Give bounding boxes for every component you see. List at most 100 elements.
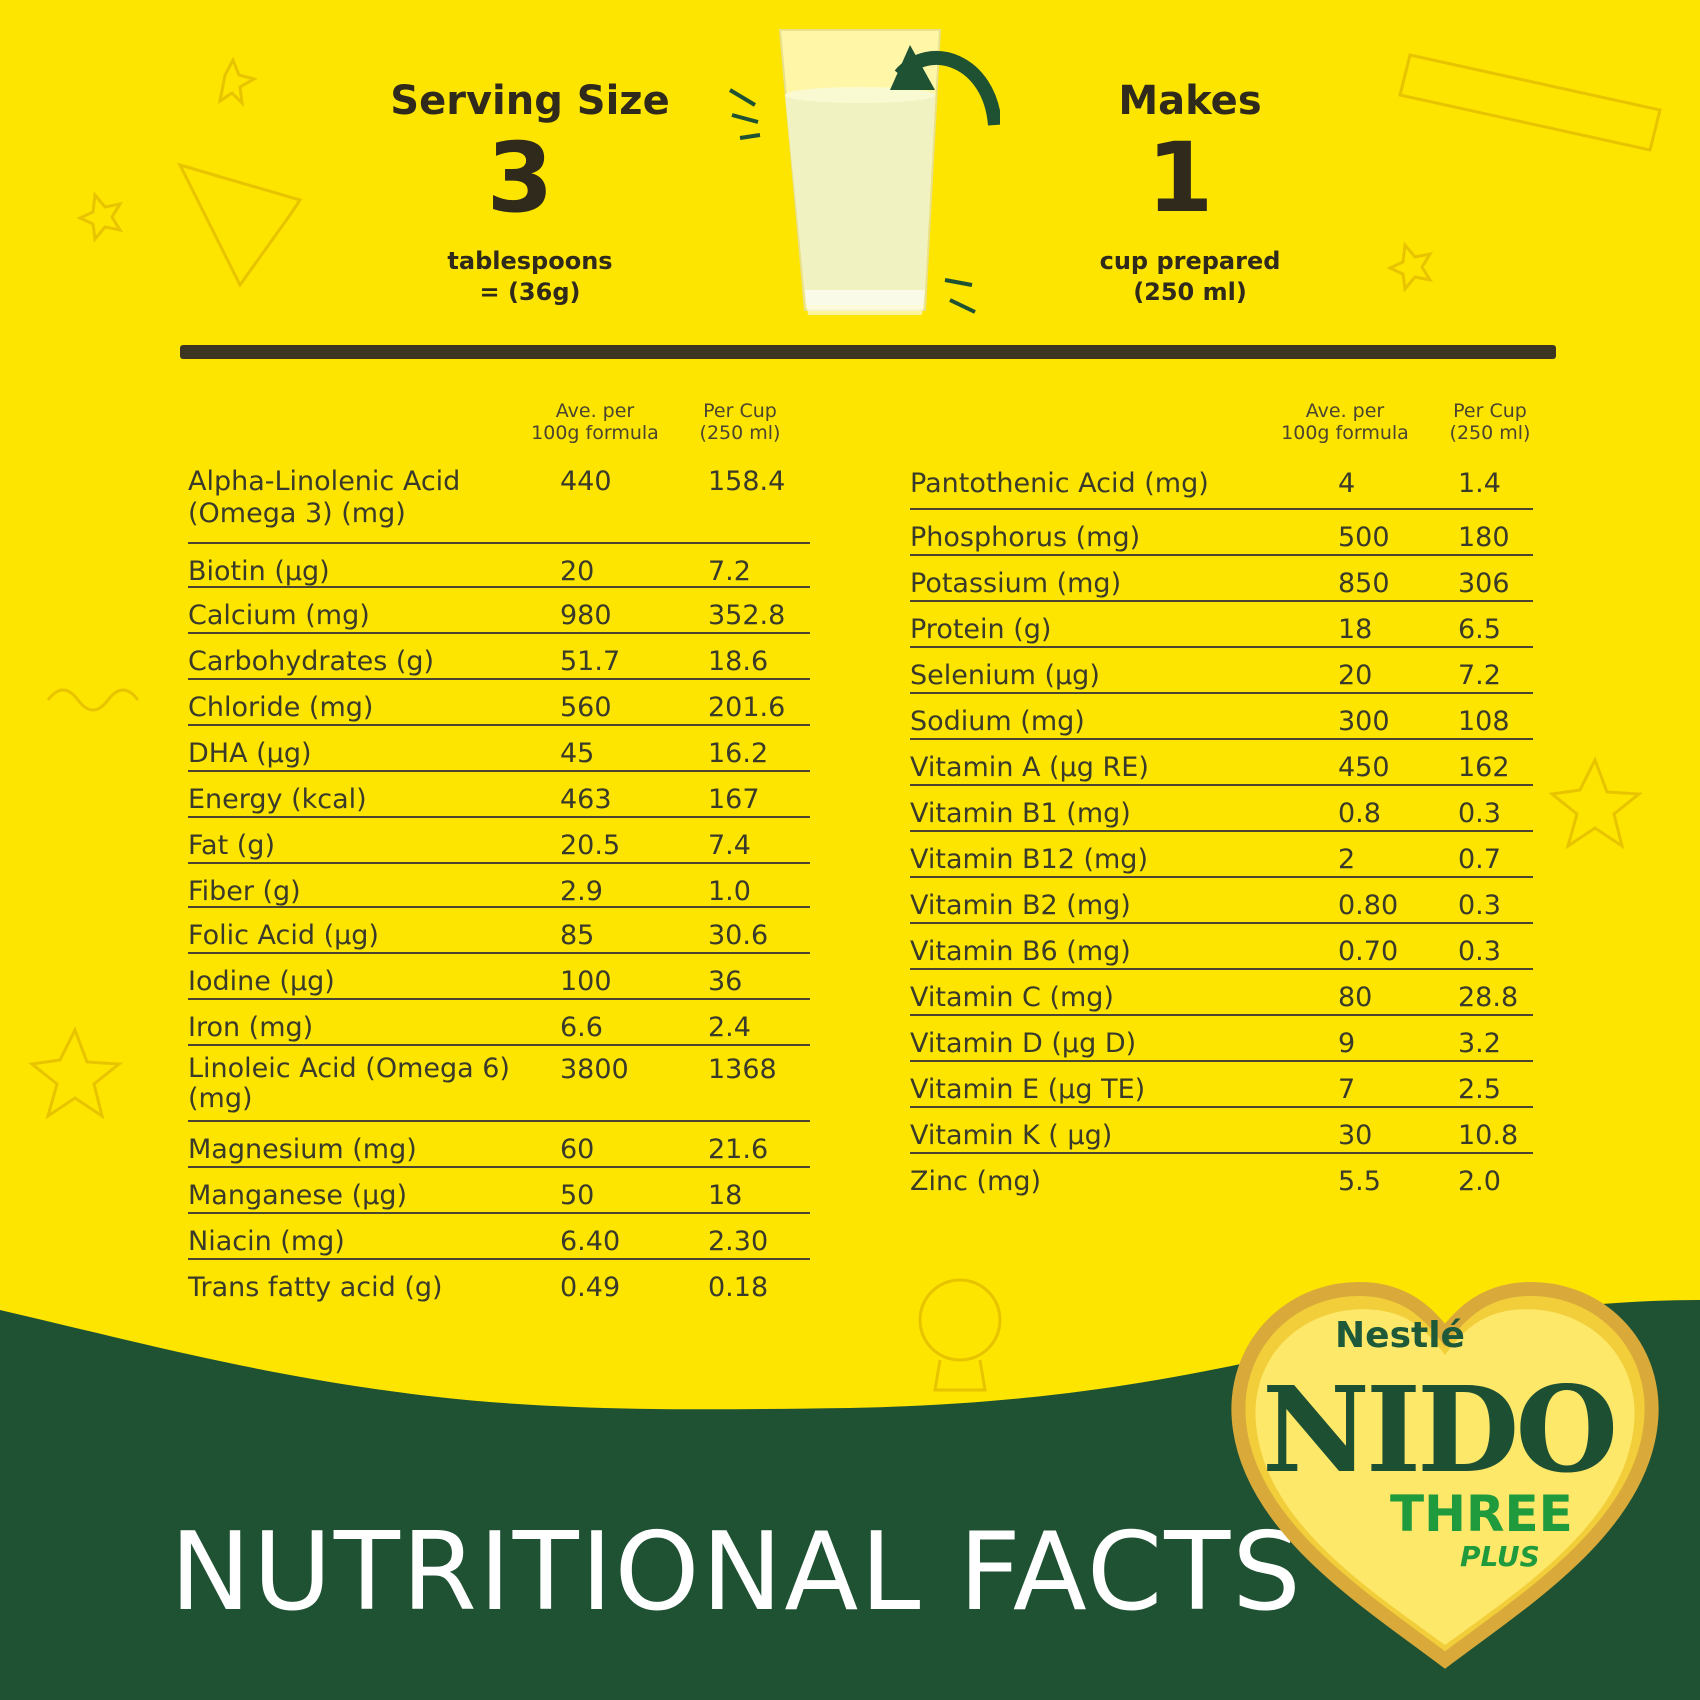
per100-value: 500 [1338, 522, 1390, 553]
table-row: DHA (µg) 45 16.2 [188, 726, 810, 772]
percup-value: 0.3 [1458, 936, 1501, 967]
per100-value: 5.5 [1338, 1166, 1381, 1197]
percup-value: 2.4 [708, 1012, 751, 1043]
percup-value: 18 [708, 1180, 743, 1211]
milk-glass-illustration [728, 29, 1000, 315]
percup-value: 180 [1458, 522, 1510, 553]
percup-value: 108 [1458, 706, 1510, 737]
star-doodle-2 [76, 191, 124, 243]
three-wordmark: THREE [1390, 1485, 1573, 1543]
nutrient-name: Iron (mg) [188, 1012, 314, 1043]
table-row: Biotin (µg) 20 7.2 [188, 544, 810, 588]
bulb-doodle [918, 1278, 1002, 1362]
col-head-line: 100g formula [1281, 422, 1409, 444]
per100-value: 30 [1338, 1120, 1373, 1151]
percup-value: 167 [708, 784, 760, 815]
per100-value: 0.80 [1338, 890, 1399, 921]
percup-value: 1.0 [708, 876, 751, 907]
table-row: Vitamin B12 (mg) 2 0.7 [910, 832, 1533, 878]
nutrient-name: Niacin (mg) [188, 1226, 345, 1257]
per100-value: 3800 [560, 1054, 629, 1085]
table-row: Alpha-Linolenic Acid (Omega 3) (mg) 440 15… [188, 462, 810, 544]
nutrient-name: Fat (g) [188, 830, 275, 861]
plus-wordmark: PLUS [1460, 1540, 1540, 1573]
squiggle-doodle-1 [46, 688, 140, 712]
nutrient-name: Manganese (µg) [188, 1180, 408, 1211]
nutrient-name: Fiber (g) [188, 876, 301, 907]
table-row: Vitamin K ( µg) 30 10.8 [910, 1108, 1533, 1154]
bulb-base-doodle [933, 1359, 987, 1392]
nutrient-name: Phosphorus (mg) [910, 522, 1141, 553]
percup-value: 28.8 [1458, 982, 1519, 1013]
col-head-line: (250 ml) [1449, 422, 1531, 444]
per100-value: 2.9 [560, 876, 603, 907]
star-doodle-1 [217, 56, 258, 108]
table-row: Sodium (mg) 300 108 [910, 694, 1533, 740]
percup-value: 162 [1458, 752, 1510, 783]
table-row: Energy (kcal) 463 167 [188, 772, 810, 818]
col-head-line: (250 ml) [699, 422, 781, 444]
table-row: Chloride (mg) 560 201.6 [188, 680, 810, 726]
table-row: Iron (mg) 6.6 2.4 [188, 1000, 810, 1046]
percup-value: 158.4 [708, 466, 786, 497]
per100-value: 6.6 [560, 1012, 603, 1043]
per100-value: 60 [560, 1134, 595, 1165]
table-row: Zinc (mg) 5.5 2.0 [910, 1154, 1533, 1200]
star-doodle-4 [1548, 756, 1643, 850]
percup-value: 36 [708, 966, 743, 997]
col-head-line: Ave. per [1305, 400, 1385, 422]
table-row: Vitamin B2 (mg) 0.80 0.3 [910, 878, 1533, 924]
per100-value: 20.5 [560, 830, 621, 861]
nutrient-name: Zinc (mg) [910, 1166, 1042, 1197]
col-head-line: 100g formula [531, 422, 659, 444]
table-row: Niacin (mg) 6.40 2.30 [188, 1214, 810, 1260]
nutrient-name: Vitamin D (µg D) [910, 1028, 1137, 1059]
per100-value: 45 [560, 738, 595, 769]
col-head-line: Per Cup [703, 400, 777, 422]
makes-title: Makes [1118, 78, 1262, 124]
table-row: Vitamin B6 (mg) 0.70 0.3 [910, 924, 1533, 970]
nutrient-name: Potassium (mg) [910, 568, 1122, 599]
table-row: Vitamin B1 (mg) 0.8 0.3 [910, 786, 1533, 832]
per100-value: 440 [560, 466, 612, 497]
table-row: Pantothenic Acid (mg) 4 1.4 [910, 462, 1533, 510]
percup-value: 30.6 [708, 920, 769, 951]
per100-value: 560 [560, 692, 612, 723]
serving-unit: tablespoons [447, 247, 613, 275]
table-row: Vitamin A (µg RE) 450 162 [910, 740, 1533, 786]
table-row: Manganese (µg) 50 18 [188, 1168, 810, 1214]
nestle-wordmark: Nestlé [1335, 1315, 1465, 1356]
nutrient-name: Linoleic Acid (Omega 6) (mg) [188, 1053, 510, 1114]
table-row: Phosphorus (mg) 500 180 [910, 510, 1533, 556]
per100-value: 0.49 [560, 1272, 621, 1303]
percup-value: 352.8 [708, 600, 786, 631]
nutritional-facts-title: NUTRITIONAL FACTS [170, 1510, 1303, 1635]
pencil-doodle [1398, 53, 1662, 152]
nutrient-name: Vitamin C (mg) [910, 982, 1114, 1013]
nutrient-name: Vitamin K ( µg) [910, 1120, 1113, 1151]
per100-value: 20 [560, 556, 595, 587]
table-row: Potassium (mg) 850 306 [910, 556, 1533, 602]
nutrient-name: Vitamin B2 (mg) [910, 890, 1131, 921]
per100-value: 980 [560, 600, 612, 631]
nutrient-name: Sodium (mg) [910, 706, 1085, 737]
per100-value: 6.40 [560, 1226, 621, 1257]
per100-value: 0.70 [1338, 936, 1399, 967]
nutrient-name: Vitamin A (µg RE) [910, 752, 1149, 783]
nutrient-name: Vitamin B1 (mg) [910, 798, 1131, 829]
per100-value: 463 [560, 784, 612, 815]
percup-value: 18.6 [708, 646, 769, 677]
nutrient-name: Calcium (mg) [188, 600, 370, 631]
nutrient-name: Folic Acid (µg) [188, 920, 379, 951]
table-row: Vitamin D (µg D) 9 3.2 [910, 1016, 1533, 1062]
table-row: Selenium (µg) 20 7.2 [910, 648, 1533, 694]
percup-value: 7.2 [1458, 660, 1501, 691]
percup-value: 0.18 [708, 1272, 769, 1303]
percup-value: 201.6 [708, 692, 786, 723]
per100-value: 18 [1338, 614, 1373, 645]
per100-value: 7 [1338, 1074, 1356, 1105]
nutrient-name: Pantothenic Acid (mg) [910, 468, 1209, 499]
per100-value: 450 [1338, 752, 1390, 783]
table-row: Fat (g) 20.5 7.4 [188, 818, 810, 864]
